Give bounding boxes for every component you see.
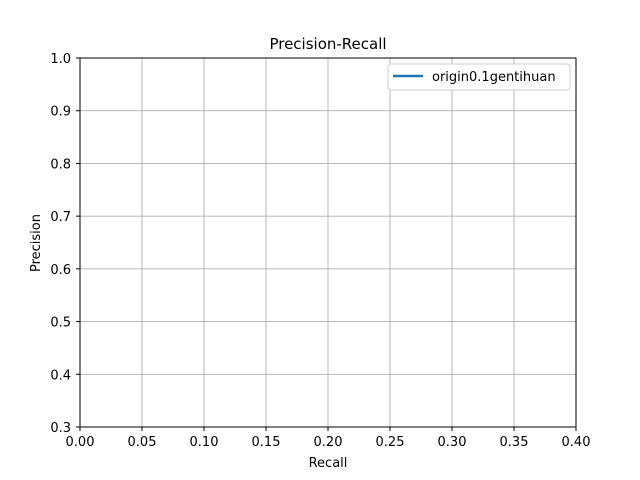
x-tick-label: 0.05 bbox=[128, 435, 157, 450]
plot-area: 0.00 0.05 0.10 0.15 0.20 0.25 0.30 0.35 0.40 0.3… bbox=[50, 52, 590, 450]
legend-box bbox=[387, 63, 571, 91]
y-tick-label: 0.5 bbox=[50, 316, 71, 331]
y-axis: 0.3 0.4 0.5 0.6 0.7 0.8 0.9 1.0 bbox=[50, 52, 80, 436]
y-tick-label: 0.3 bbox=[50, 421, 71, 436]
y-tick-label: 0.9 bbox=[50, 105, 71, 120]
chart-title: Precision-Recall bbox=[269, 35, 386, 53]
x-tick-label: 0.00 bbox=[66, 435, 95, 450]
x-axis-title: Recall bbox=[309, 456, 348, 471]
y-tick-label: 0.4 bbox=[50, 368, 71, 383]
x-axis: 0.00 0.05 0.10 0.15 0.20 0.25 0.30 0.35 0.40 bbox=[66, 427, 591, 450]
y-tick-label: 0.8 bbox=[50, 157, 71, 172]
y-tick-label: 0.6 bbox=[50, 263, 71, 278]
x-tick-label: 0.40 bbox=[562, 435, 591, 450]
x-tick-label: 0.25 bbox=[376, 435, 405, 450]
legend-label-origin0.1gentihuan: origin0.1gentihuan bbox=[432, 70, 556, 85]
x-tick-label: 0.20 bbox=[314, 435, 343, 450]
y-axis-title: Precision bbox=[29, 214, 44, 272]
y-tick-label: 1.0 bbox=[50, 52, 71, 67]
x-tick-label: 0.30 bbox=[438, 435, 467, 450]
x-tick-label: 0.15 bbox=[252, 435, 281, 450]
x-tick-label: 0.35 bbox=[500, 435, 529, 450]
legend: origin0.1gentihuan bbox=[387, 63, 571, 91]
y-tick-label: 0.7 bbox=[50, 210, 71, 225]
x-tick-label: 0.10 bbox=[190, 435, 219, 450]
